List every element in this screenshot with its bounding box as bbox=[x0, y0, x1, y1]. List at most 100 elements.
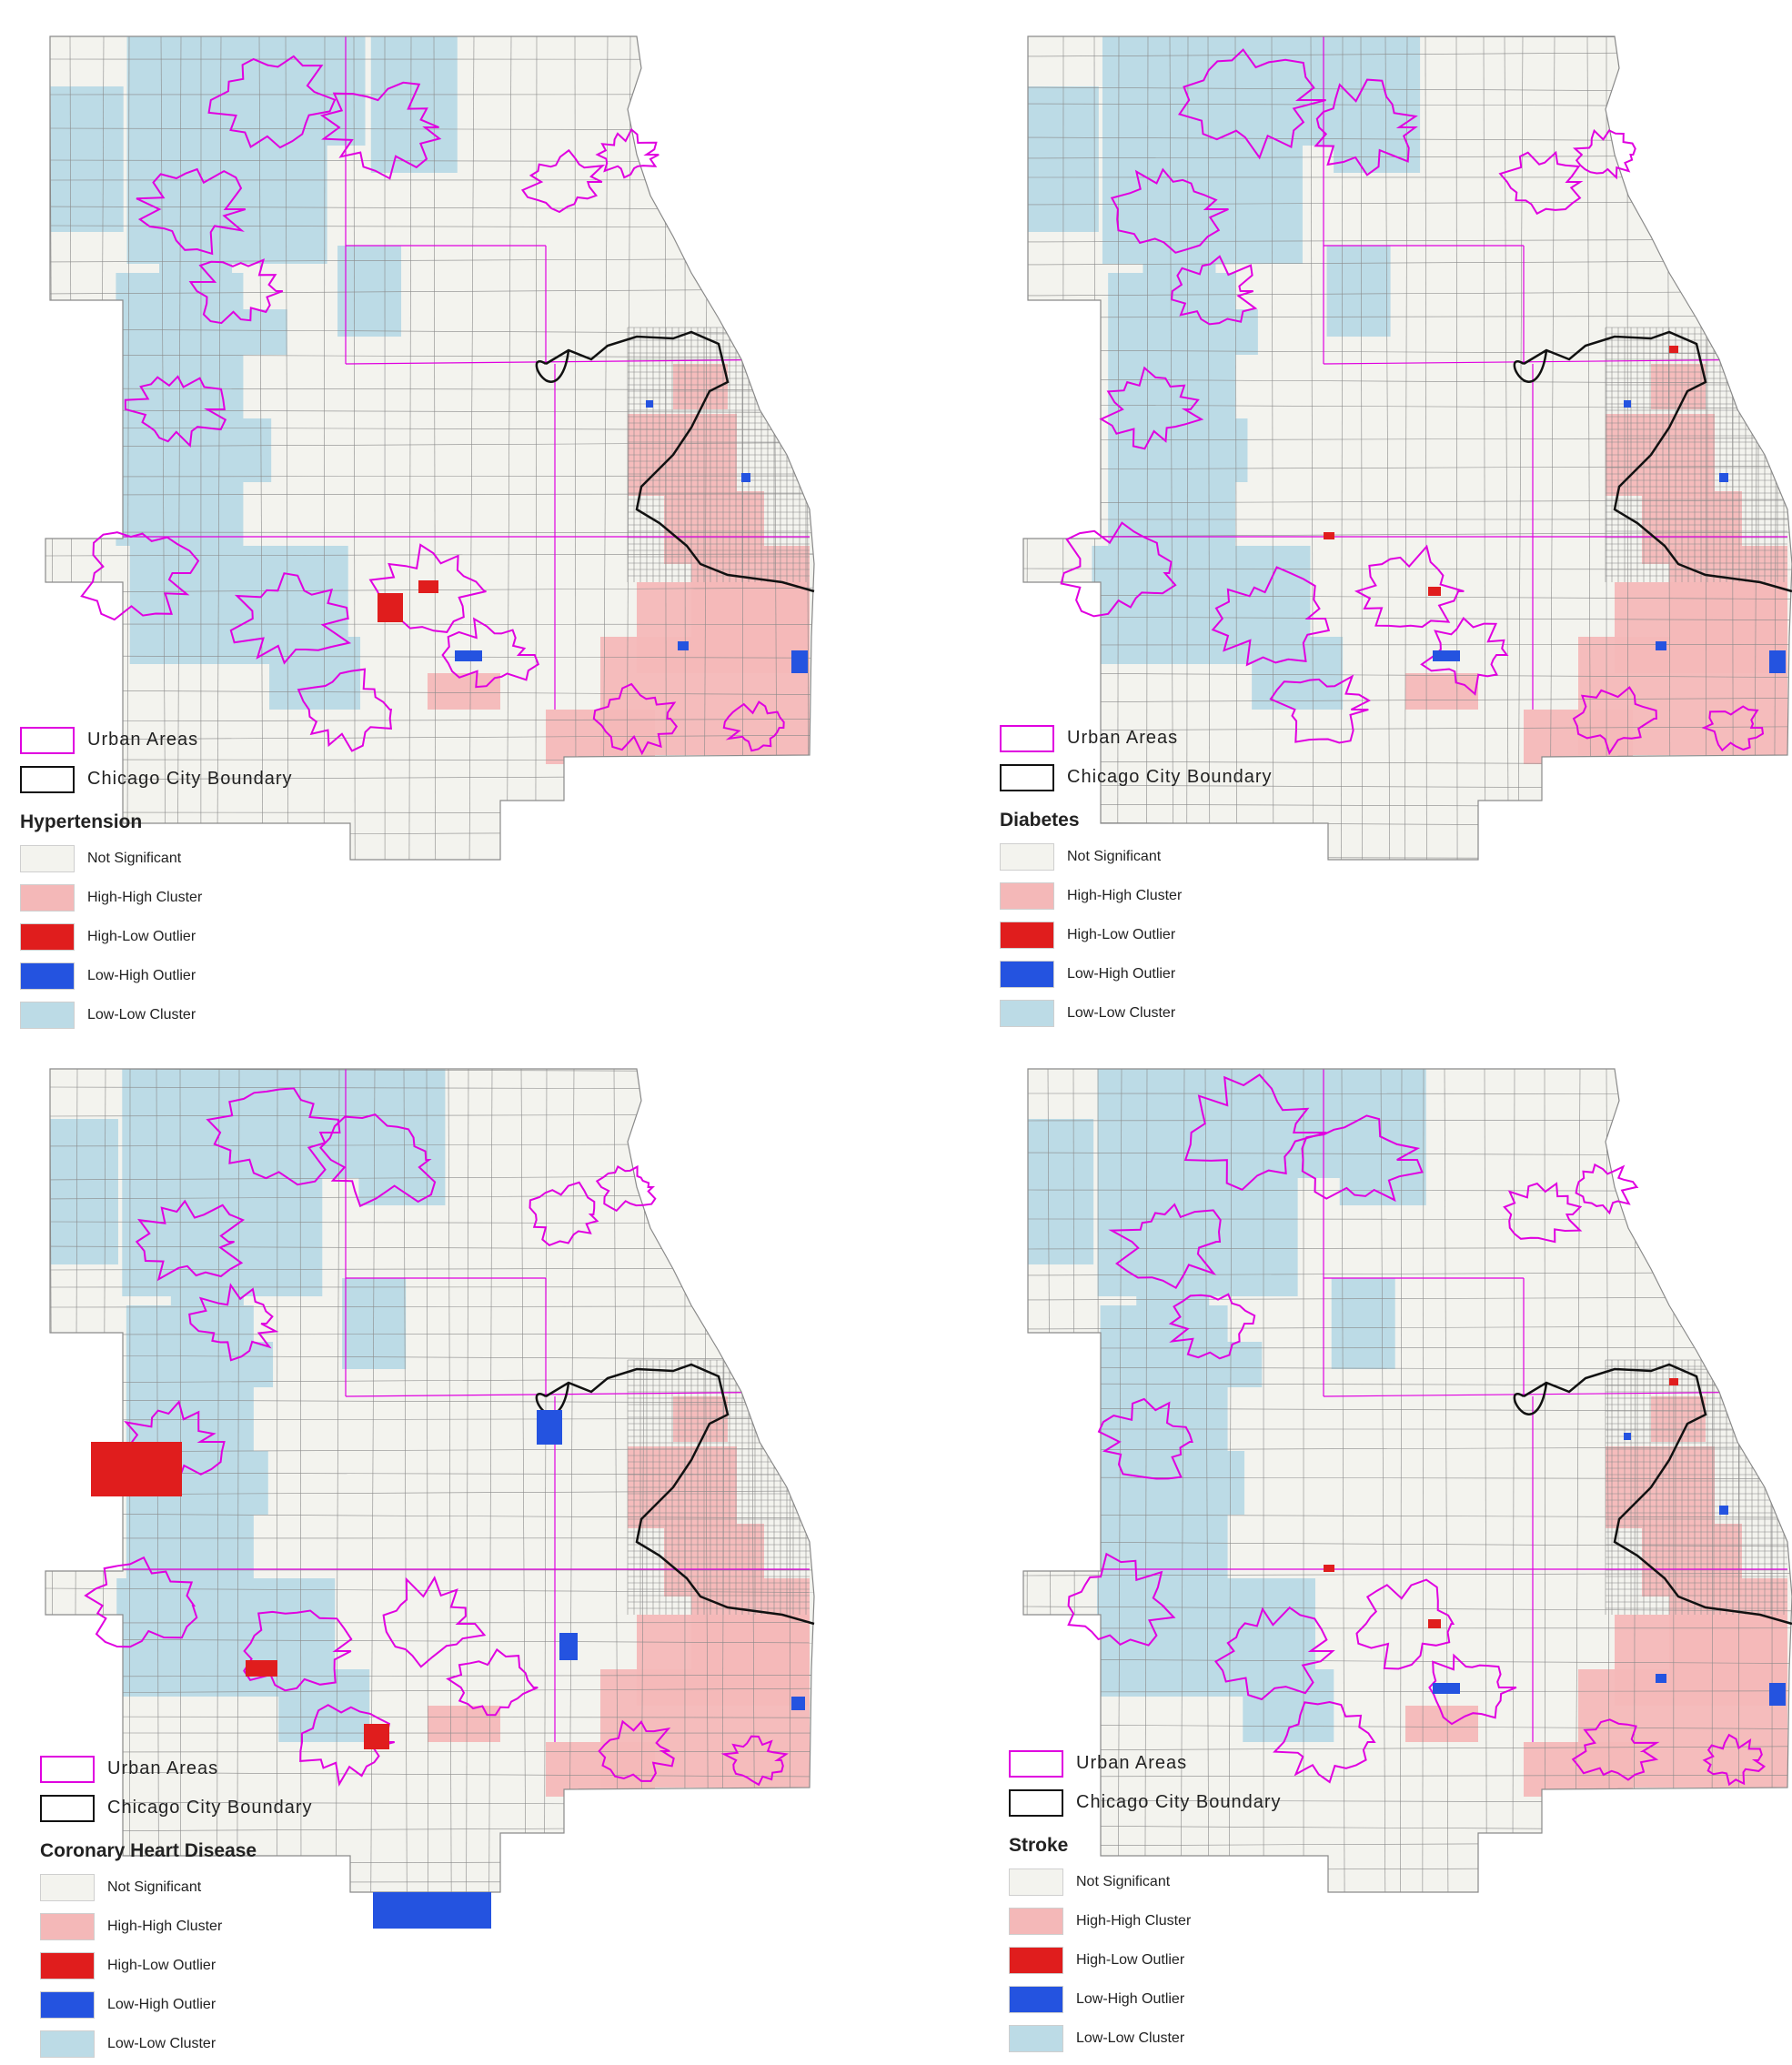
high-high-cluster-swatch bbox=[1000, 881, 1054, 910]
legend-categories: Not Significant High-High Cluster High-Low… bbox=[1009, 1862, 1282, 2058]
high-low-outlier-swatch bbox=[1009, 1946, 1063, 1974]
legend-item-high-low-outlier: High-Low Outlier bbox=[1009, 1940, 1282, 1979]
legend-urban-areas: Urban Areas bbox=[1009, 1744, 1282, 1783]
legend-urban-areas: Urban Areas bbox=[1000, 719, 1273, 758]
not-significant-swatch bbox=[1009, 1868, 1063, 1896]
high-high-cluster-swatch bbox=[40, 1912, 95, 1940]
high-low-outlier-swatch bbox=[40, 1951, 95, 1979]
city-boundary-label: Chicago City Boundary bbox=[87, 769, 293, 789]
urban-areas-boundaries bbox=[1067, 1073, 1767, 1787]
city-boundary-label: Chicago City Boundary bbox=[1076, 1792, 1282, 1812]
legend-item-low-low-cluster: Low-Low Cluster bbox=[40, 2024, 313, 2063]
legend-item-not-significant: Not Significant bbox=[1009, 1862, 1282, 1901]
legend-item-high-high-cluster: High-High Cluster bbox=[20, 878, 293, 917]
low-high-outlier-label: Low-High Outlier bbox=[1067, 965, 1176, 982]
legend-item-low-high-outlier: Low-High Outlier bbox=[20, 956, 293, 995]
not-significant-label: Not Significant bbox=[1067, 848, 1162, 864]
choropleth-map-diabetes bbox=[1022, 35, 1792, 861]
legend-diabetes: Urban Areas Chicago City Boundary Diabet… bbox=[1000, 719, 1273, 1032]
high-high-cluster-swatch bbox=[20, 883, 75, 912]
legend-item-high-high-cluster: High-High Cluster bbox=[1009, 1901, 1282, 1940]
low-low-cluster-swatch bbox=[1009, 2024, 1063, 2052]
urban-areas-swatch bbox=[1009, 1749, 1063, 1778]
low-low-cluster-areas bbox=[1023, 1069, 1426, 1742]
choropleth-map-hypertension bbox=[45, 35, 815, 861]
low-high-outlier-swatch bbox=[1000, 960, 1054, 988]
county-lines bbox=[123, 1069, 810, 1742]
legend-title: Diabetes bbox=[1000, 810, 1080, 831]
legend-categories: Not Significant High-High Cluster High-Low… bbox=[40, 1868, 313, 2063]
legend-categories: Not Significant High-High Cluster High-Low… bbox=[1000, 837, 1273, 1032]
legend-city-boundary: Chicago City Boundary bbox=[40, 1788, 313, 1828]
not-significant-swatch bbox=[20, 844, 75, 872]
map-panel-diabetes: Urban Areas Chicago City Boundary Diabet… bbox=[978, 0, 1792, 1032]
high-high-cluster-swatch bbox=[1009, 1907, 1063, 1935]
legend-title: Coronary Heart Disease bbox=[40, 1840, 257, 1861]
county-lines bbox=[1101, 36, 1788, 710]
high-low-outlier-label: High-Low Outlier bbox=[1067, 926, 1176, 942]
low-high-outlier-swatch bbox=[20, 962, 75, 990]
choropleth-map-chd bbox=[45, 1068, 815, 1929]
urban-areas-label: Urban Areas bbox=[107, 1758, 219, 1778]
legend-item-high-high-cluster: High-High Cluster bbox=[1000, 876, 1273, 915]
chicago-city-boundary-line bbox=[545, 330, 815, 593]
legend-urban-areas: Urban Areas bbox=[40, 1749, 313, 1788]
legend-item-not-significant: Not Significant bbox=[1000, 837, 1273, 876]
urban-areas-boundaries bbox=[1060, 48, 1765, 756]
city-boundary-label: Chicago City Boundary bbox=[1067, 767, 1273, 787]
high-low-outlier-swatch bbox=[20, 922, 75, 951]
choropleth-map-stroke bbox=[1022, 1068, 1792, 1893]
not-significant-swatch bbox=[40, 1873, 95, 1901]
high-low-outlier-swatch bbox=[1000, 921, 1054, 949]
outlier-areas bbox=[91, 1410, 805, 1929]
low-low-cluster-areas bbox=[45, 1069, 446, 1742]
chicago-city-boundary-line bbox=[1523, 1363, 1792, 1626]
legend-city-boundary: Chicago City Boundary bbox=[1000, 758, 1273, 797]
map-panel-hypertension: Urban Areas Chicago City Boundary Hypert… bbox=[0, 0, 896, 1032]
legend-item-high-low-outlier: High-Low Outlier bbox=[40, 1946, 313, 1985]
low-high-outlier-label: Low-High Outlier bbox=[107, 1996, 216, 2012]
outlier-areas bbox=[378, 400, 808, 673]
not-significant-label: Not Significant bbox=[87, 850, 182, 866]
legend-categories: Not Significant High-High Cluster High-Low… bbox=[20, 839, 293, 1034]
map-panel-stroke: Urban Areas Chicago City Boundary Stroke… bbox=[978, 1032, 1792, 2065]
county-lines bbox=[123, 36, 810, 710]
urban-areas-swatch bbox=[1000, 724, 1054, 752]
city-boundary-swatch bbox=[1009, 1788, 1063, 1817]
legend-item-low-high-outlier: Low-High Outlier bbox=[1000, 954, 1273, 993]
legend-item-not-significant: Not Significant bbox=[20, 839, 293, 878]
low-high-outlier-swatch bbox=[1009, 1985, 1063, 2013]
low-high-outlier-label: Low-High Outlier bbox=[1076, 1990, 1185, 2007]
high-high-cluster-label: High-High Cluster bbox=[107, 1918, 223, 1934]
low-high-outlier-swatch bbox=[40, 1990, 95, 2019]
low-low-cluster-swatch bbox=[40, 2030, 95, 2058]
high-low-outlier-label: High-Low Outlier bbox=[107, 1957, 216, 1973]
low-low-cluster-label: Low-Low Cluster bbox=[87, 1006, 196, 1022]
legend-title: Hypertension bbox=[20, 811, 143, 832]
low-low-cluster-label: Low-Low Cluster bbox=[107, 2035, 216, 2051]
legend-city-boundary: Chicago City Boundary bbox=[20, 760, 293, 799]
legend-chd: Urban Areas Chicago City Boundary Corona… bbox=[40, 1749, 313, 2063]
high-high-cluster-label: High-High Cluster bbox=[87, 889, 203, 905]
not-significant-label: Not Significant bbox=[107, 1879, 202, 1895]
urban-areas-boundaries bbox=[84, 1087, 789, 1787]
city-boundary-swatch bbox=[40, 1794, 95, 1822]
legend-title: Stroke bbox=[1009, 1835, 1069, 1856]
low-low-cluster-label: Low-Low Cluster bbox=[1067, 1004, 1176, 1021]
legend-hypertension: Urban Areas Chicago City Boundary Hypert… bbox=[20, 720, 293, 1034]
urban-areas-label: Urban Areas bbox=[1067, 728, 1179, 748]
high-high-cluster-label: High-High Cluster bbox=[1076, 1912, 1192, 1929]
urban-areas-label: Urban Areas bbox=[87, 730, 199, 750]
county-lines bbox=[1101, 1069, 1788, 1742]
legend-city-boundary: Chicago City Boundary bbox=[1009, 1783, 1282, 1822]
legend-item-low-low-cluster: Low-Low Cluster bbox=[20, 995, 293, 1034]
low-high-outlier-label: Low-High Outlier bbox=[87, 967, 196, 983]
legend-item-high-low-outlier: High-Low Outlier bbox=[20, 917, 293, 956]
high-low-outlier-label: High-Low Outlier bbox=[87, 928, 196, 944]
city-boundary-label: Chicago City Boundary bbox=[107, 1798, 313, 1818]
low-low-cluster-label: Low-Low Cluster bbox=[1076, 2030, 1185, 2046]
not-significant-label: Not Significant bbox=[1076, 1873, 1171, 1889]
chicago-city-boundary-line bbox=[545, 1363, 815, 1626]
chicago-city-boundary-line bbox=[1523, 330, 1792, 593]
legend-item-low-high-outlier: Low-High Outlier bbox=[40, 1985, 313, 2024]
